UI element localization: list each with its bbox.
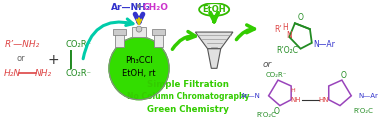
FancyArrowPatch shape	[135, 14, 143, 22]
FancyArrowPatch shape	[137, 18, 141, 24]
FancyBboxPatch shape	[113, 29, 126, 35]
FancyArrowPatch shape	[83, 19, 133, 59]
Polygon shape	[195, 32, 233, 49]
Text: O: O	[273, 107, 279, 116]
Text: R’O₂C: R’O₂C	[276, 46, 298, 55]
Text: N—Ar: N—Ar	[359, 93, 378, 99]
Text: CH₂O: CH₂O	[143, 3, 169, 12]
Text: or: or	[17, 54, 26, 63]
Text: R’—NH₂: R’—NH₂	[5, 40, 40, 49]
Text: H: H	[291, 88, 296, 93]
FancyBboxPatch shape	[152, 29, 165, 35]
Circle shape	[136, 26, 142, 32]
Text: •: •	[134, 1, 142, 14]
Text: H: H	[283, 23, 288, 32]
Text: O: O	[341, 71, 347, 80]
Text: N: N	[287, 31, 292, 40]
Text: O: O	[297, 13, 304, 22]
Text: CO₂R⁻: CO₂R⁻	[265, 72, 287, 78]
Text: EtOH, rt: EtOH, rt	[122, 69, 156, 78]
Text: Ar—N: Ar—N	[241, 93, 261, 99]
Text: +: +	[48, 53, 59, 67]
Text: Ar—NH₂: Ar—NH₂	[111, 3, 150, 12]
FancyArrowPatch shape	[236, 25, 254, 40]
Text: CO₂R⁻: CO₂R⁻	[66, 40, 92, 49]
Text: NH₂: NH₂	[35, 69, 52, 78]
Text: R’O₂C: R’O₂C	[257, 112, 277, 118]
Text: H₂N: H₂N	[4, 69, 21, 78]
Text: HN: HN	[319, 97, 329, 103]
Text: or: or	[263, 60, 272, 69]
FancyBboxPatch shape	[154, 33, 163, 47]
Polygon shape	[208, 49, 221, 68]
FancyArrowPatch shape	[172, 32, 195, 49]
Text: Simple Filtration: Simple Filtration	[147, 80, 229, 89]
Text: No Column Chromatography: No Column Chromatography	[127, 92, 249, 101]
FancyArrowPatch shape	[210, 13, 218, 21]
Text: N—Ar: N—Ar	[314, 40, 336, 49]
Text: R’O₂C: R’O₂C	[353, 108, 373, 114]
Text: CO₂R⁻: CO₂R⁻	[66, 69, 92, 78]
Text: NH: NH	[291, 97, 301, 103]
Text: Green Chemistry: Green Chemistry	[147, 105, 229, 114]
Circle shape	[109, 37, 169, 100]
Text: R’: R’	[274, 25, 282, 34]
Text: Ph₃CCl: Ph₃CCl	[125, 56, 153, 65]
FancyBboxPatch shape	[132, 27, 146, 37]
FancyBboxPatch shape	[115, 33, 124, 47]
Text: EtOH: EtOH	[202, 5, 226, 14]
